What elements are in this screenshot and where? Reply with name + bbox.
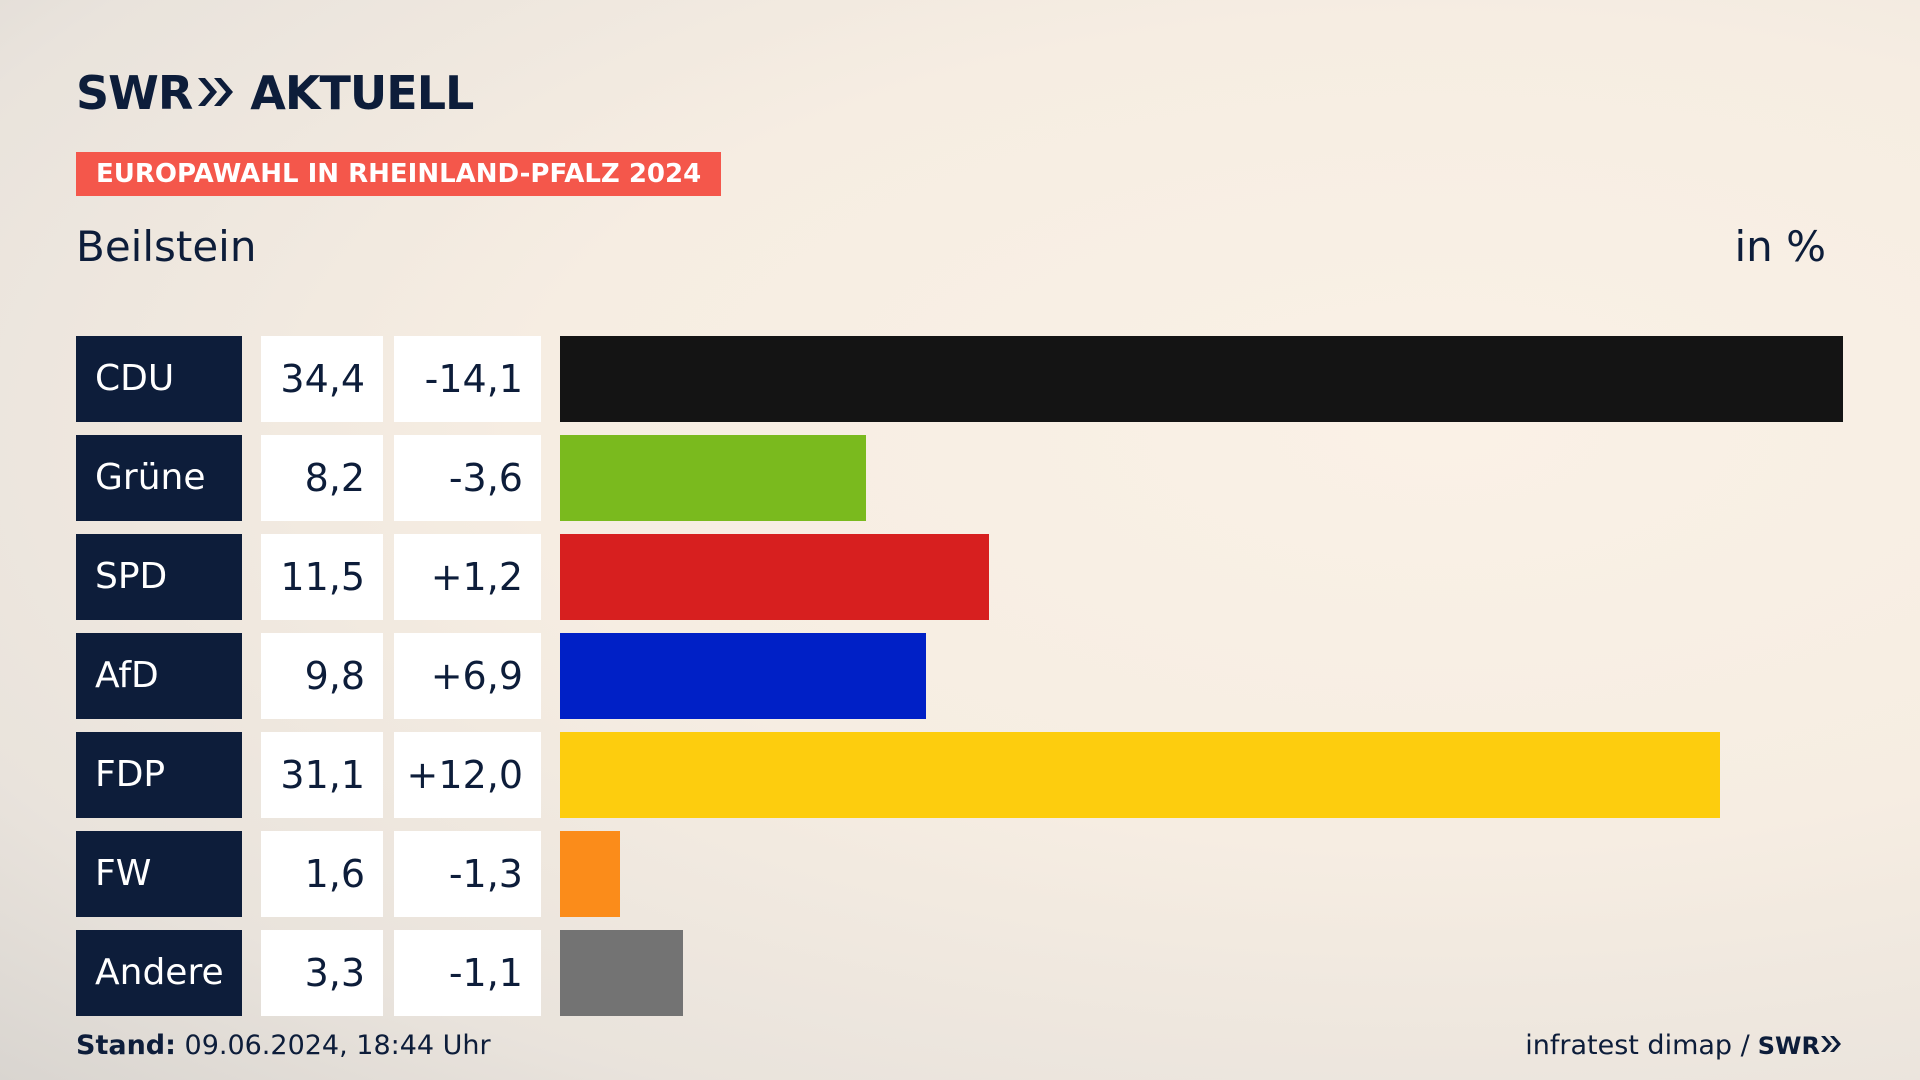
- party-label: FW: [76, 831, 242, 917]
- bar-track: [560, 732, 1843, 818]
- stand-value: 09.06.2024, 18:44 Uhr: [184, 1030, 491, 1061]
- vote-share-label: 3,3: [261, 930, 383, 1016]
- bar-track: [560, 831, 1843, 917]
- timestamp: Stand: 09.06.2024, 18:44 Uhr: [76, 1030, 491, 1061]
- bar-track: [560, 633, 1843, 719]
- unit-label: in %: [1734, 222, 1826, 271]
- chart-row: Andere 3,3 -1,1: [76, 930, 1846, 1016]
- source-logo-chevron-icon: [1820, 1032, 1844, 1060]
- change-label: -1,1: [394, 930, 541, 1016]
- party-label: Grüne: [76, 435, 242, 521]
- logo-chevron-icon: [196, 66, 236, 120]
- vote-share-label: 31,1: [261, 732, 383, 818]
- chart-row: SPD 11,5 +1,2: [76, 534, 1846, 620]
- logo-aktuell: AKTUELL: [250, 66, 474, 120]
- place-title: Beilstein: [76, 222, 257, 271]
- vote-share-label: 1,6: [261, 831, 383, 917]
- party-label: AfD: [76, 633, 242, 719]
- change-label: +12,0: [394, 732, 541, 818]
- party-label: Andere: [76, 930, 242, 1016]
- swr-aktuell-logo: SWR AKTUELL: [76, 66, 474, 120]
- vote-share-label: 8,2: [261, 435, 383, 521]
- bar: [560, 336, 1843, 422]
- source-logo-text: SWR: [1757, 1031, 1820, 1060]
- vote-share-label: 9,8: [261, 633, 383, 719]
- chart-row: FW 1,6 -1,3: [76, 831, 1846, 917]
- bar: [560, 732, 1720, 818]
- party-label: FDP: [76, 732, 242, 818]
- bar-track: [560, 336, 1843, 422]
- change-label: -3,6: [394, 435, 541, 521]
- change-label: -14,1: [394, 336, 541, 422]
- change-label: -1,3: [394, 831, 541, 917]
- change-label: +1,2: [394, 534, 541, 620]
- chart-row: CDU 34,4 -14,1: [76, 336, 1846, 422]
- chart-row: AfD 9,8 +6,9: [76, 633, 1846, 719]
- bar: [560, 831, 620, 917]
- logo-swr: SWR: [76, 66, 193, 120]
- bar-track: [560, 435, 1843, 521]
- bar: [560, 534, 989, 620]
- chart-row: Grüne 8,2 -3,6: [76, 435, 1846, 521]
- bar-track: [560, 930, 1843, 1016]
- source-credit: infratest dimap / SWR: [1525, 1030, 1844, 1061]
- vote-share-label: 34,4: [261, 336, 383, 422]
- source-logo: SWR: [1758, 1032, 1844, 1060]
- party-label: CDU: [76, 336, 242, 422]
- change-label: +6,9: [394, 633, 541, 719]
- bar-track: [560, 534, 1843, 620]
- party-label: SPD: [76, 534, 242, 620]
- vote-share-label: 11,5: [261, 534, 383, 620]
- bar: [560, 633, 926, 719]
- bar: [560, 930, 683, 1016]
- stand-label: Stand:: [76, 1030, 176, 1061]
- bar: [560, 435, 866, 521]
- source-text: infratest dimap /: [1525, 1030, 1750, 1061]
- chart-row: FDP 31,1 +12,0: [76, 732, 1846, 818]
- election-tag: EUROPAWAHL IN RHEINLAND-PFALZ 2024: [76, 152, 722, 196]
